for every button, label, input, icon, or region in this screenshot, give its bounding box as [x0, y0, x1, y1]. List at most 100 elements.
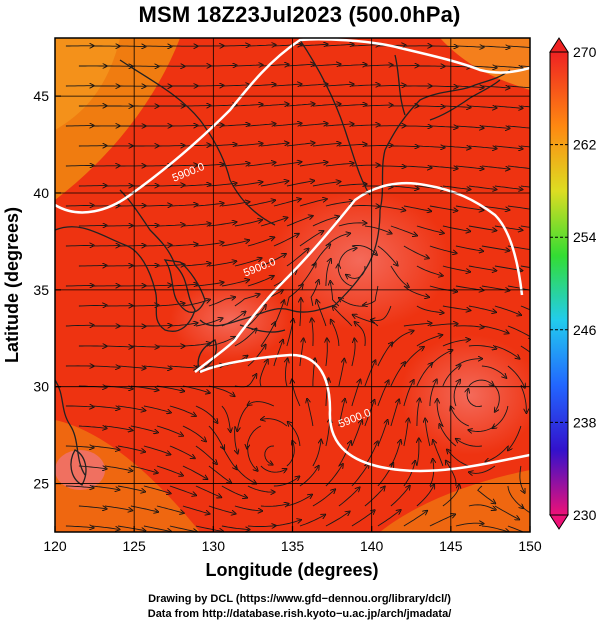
streamline	[247, 84, 275, 86]
streamline	[338, 488, 359, 507]
streamline	[481, 365, 506, 377]
streamline	[234, 465, 256, 483]
streamline	[195, 125, 223, 126]
streamline	[65, 286, 93, 287]
streamline	[429, 205, 457, 211]
streamline	[312, 64, 340, 66]
streamline	[507, 125, 530, 129]
streamline	[221, 405, 231, 431]
streamline	[247, 45, 275, 46]
streamline	[442, 225, 470, 231]
streamline	[260, 218, 287, 227]
x-axis-title: Longitude (degrees)	[205, 560, 378, 580]
streamline	[403, 323, 431, 327]
streamline	[65, 205, 93, 206]
streamline	[286, 216, 312, 227]
streamline	[457, 439, 482, 447]
streamline	[429, 86, 457, 87]
streamline	[364, 65, 392, 66]
streamline	[299, 264, 315, 287]
streamline	[377, 421, 387, 447]
contour-5900	[55, 38, 530, 473]
streamline	[481, 325, 508, 333]
streamline	[338, 265, 353, 287]
streamline	[312, 217, 338, 227]
streamline	[364, 105, 392, 106]
streamline	[247, 345, 265, 367]
streamline	[234, 65, 262, 66]
streamline	[286, 441, 294, 467]
streamline	[390, 363, 405, 387]
streamline	[169, 445, 194, 458]
streamline	[325, 44, 353, 46]
streamline	[130, 305, 158, 306]
streamline	[494, 106, 522, 108]
streamline	[156, 265, 184, 266]
streamline	[143, 405, 170, 412]
streamline	[442, 146, 470, 148]
streamline	[451, 407, 470, 427]
streamline	[351, 465, 368, 487]
streamline	[299, 231, 323, 247]
streamline	[468, 305, 495, 312]
streamline	[195, 405, 217, 422]
streamline	[299, 84, 327, 86]
streamline	[78, 226, 106, 227]
streamline	[286, 104, 314, 106]
streamline	[104, 425, 132, 430]
streamline	[130, 225, 158, 226]
streamline	[234, 505, 262, 511]
streamline	[65, 245, 93, 246]
streamline	[234, 329, 256, 347]
streamline	[169, 284, 197, 286]
streamline	[104, 505, 132, 510]
streamline	[416, 146, 444, 148]
streamline	[156, 185, 184, 186]
streamline	[117, 246, 145, 247]
streamline	[169, 323, 197, 327]
streamline	[288, 422, 301, 447]
streamline	[65, 446, 93, 448]
streamline	[416, 225, 443, 233]
streamline	[433, 441, 444, 467]
streamline	[481, 205, 509, 210]
streamline	[195, 243, 223, 247]
streamline	[325, 465, 343, 487]
streamline	[169, 525, 196, 532]
streamline	[403, 462, 415, 487]
streamline	[455, 165, 483, 169]
streamline	[182, 465, 207, 479]
streamline	[182, 224, 210, 226]
streamline	[494, 305, 521, 315]
page-title: MSM 18Z23Jul2023 (500.0hPa)	[138, 2, 461, 27]
streamline	[130, 265, 158, 266]
streamline	[91, 406, 119, 409]
streamline	[182, 263, 210, 266]
streamline	[338, 360, 344, 387]
streamline	[260, 181, 288, 187]
streamline	[285, 359, 287, 387]
streamline	[507, 485, 523, 508]
streamline	[520, 305, 530, 311]
streamline	[299, 124, 327, 127]
streamline	[221, 85, 249, 86]
streamline	[260, 465, 286, 472]
streamline	[520, 505, 530, 514]
streamline	[312, 319, 313, 347]
streamline	[481, 86, 509, 88]
streamline	[442, 66, 470, 67]
streamline	[507, 365, 525, 387]
streamline	[195, 86, 223, 87]
streamline	[442, 485, 459, 507]
colorbar-tick-label: 270	[573, 44, 597, 60]
streamline	[455, 523, 483, 527]
streamline	[312, 182, 340, 187]
streamline	[416, 335, 442, 347]
lon-tick-label: 120	[43, 538, 67, 554]
streamline	[520, 145, 530, 148]
streamline	[429, 515, 455, 527]
streamline	[351, 206, 379, 207]
streamline	[286, 249, 308, 267]
lat-tick-label: 35	[33, 282, 49, 298]
streamline	[403, 166, 431, 168]
